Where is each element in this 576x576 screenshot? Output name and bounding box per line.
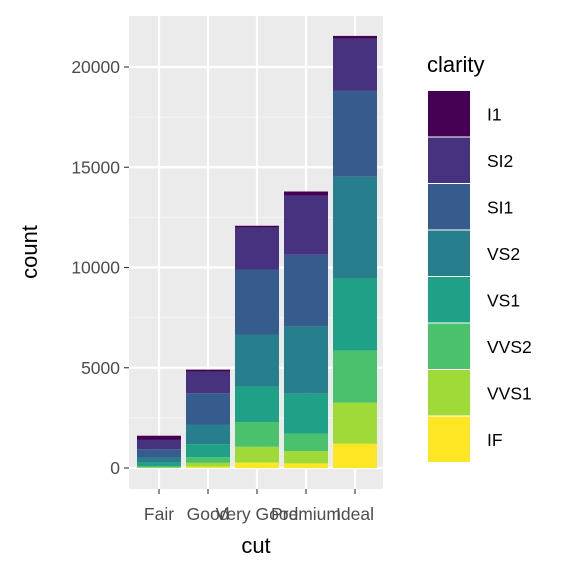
legend-label: I1 (487, 104, 502, 124)
y-tick-label: 10000 (71, 258, 120, 278)
y-tick-label: 15000 (71, 157, 120, 177)
bar-segment (235, 227, 279, 270)
bar-segment (235, 386, 279, 423)
bar-segment (235, 422, 279, 447)
bar-segment (137, 439, 181, 450)
bar-segment (137, 462, 181, 467)
bar-segment (284, 254, 328, 327)
legend-key (428, 137, 470, 183)
y-tick-label: 5000 (81, 358, 120, 378)
bar-segment (235, 269, 279, 335)
legend-title: clarity (427, 52, 484, 77)
x-tick-label: Very Good (216, 504, 299, 524)
bar-segment (284, 463, 328, 468)
x-tick-label: Premium (271, 504, 341, 524)
bar-segment (333, 90, 377, 177)
bar-segment (137, 435, 181, 440)
bar-segment (137, 449, 181, 458)
bar-segment (186, 457, 230, 463)
bar-segment (137, 466, 181, 468)
bar-segment (235, 462, 279, 468)
bar-segment (333, 38, 377, 91)
bar-segment (333, 443, 377, 468)
legend-key (428, 91, 470, 137)
legend-key (428, 277, 470, 323)
bar-segment (186, 424, 230, 445)
legend-key (428, 184, 470, 230)
bar-segment (186, 462, 230, 467)
legend-label: SI1 (487, 197, 513, 217)
legend: clarity I1 SI2 SI1 VS2 VS1 VVS2 VVS1 IF (427, 52, 532, 462)
bar-segment (284, 326, 328, 394)
legend-label: VVS2 (487, 337, 532, 357)
y-axis-title: count (17, 225, 42, 279)
bar-segment (186, 466, 230, 468)
legend-label: VVS1 (487, 383, 532, 403)
bar-segment (333, 35, 377, 39)
y-tick-label: 20000 (71, 57, 120, 77)
bar-segment (235, 225, 279, 228)
bar-segment (333, 176, 377, 279)
legend-key (428, 416, 470, 462)
bar-segment (333, 350, 377, 403)
y-tick-label: 0 (110, 458, 120, 478)
bar-segment (235, 334, 279, 387)
bar-segment (333, 402, 377, 444)
legend-label: IF (487, 430, 503, 450)
bar-segment (284, 195, 328, 255)
bar-segment (333, 278, 377, 351)
bar-segment (186, 369, 230, 372)
y-axis: 0 5000 10000 15000 20000 (71, 57, 129, 478)
x-axis-title: cut (241, 533, 270, 558)
bar-segment (137, 457, 181, 463)
x-tick-label: Fair (144, 504, 174, 524)
bar-segment (284, 191, 328, 196)
x-tick-label: Good (187, 504, 230, 524)
legend-label: SI2 (487, 151, 513, 171)
bar-segment (186, 371, 230, 394)
legend-label: VS1 (487, 290, 520, 310)
x-tick-label: Ideal (336, 504, 374, 524)
bars (137, 35, 377, 468)
bar-segment (186, 393, 230, 425)
bar-segment (235, 446, 279, 463)
legend-key (428, 323, 470, 369)
bar-segment (284, 433, 328, 452)
bar-segment (284, 451, 328, 464)
bar-segment (284, 393, 328, 434)
legend-label: VS2 (487, 244, 520, 264)
legend-key (428, 230, 470, 276)
legend-key (428, 370, 470, 416)
bar-segment (186, 444, 230, 458)
